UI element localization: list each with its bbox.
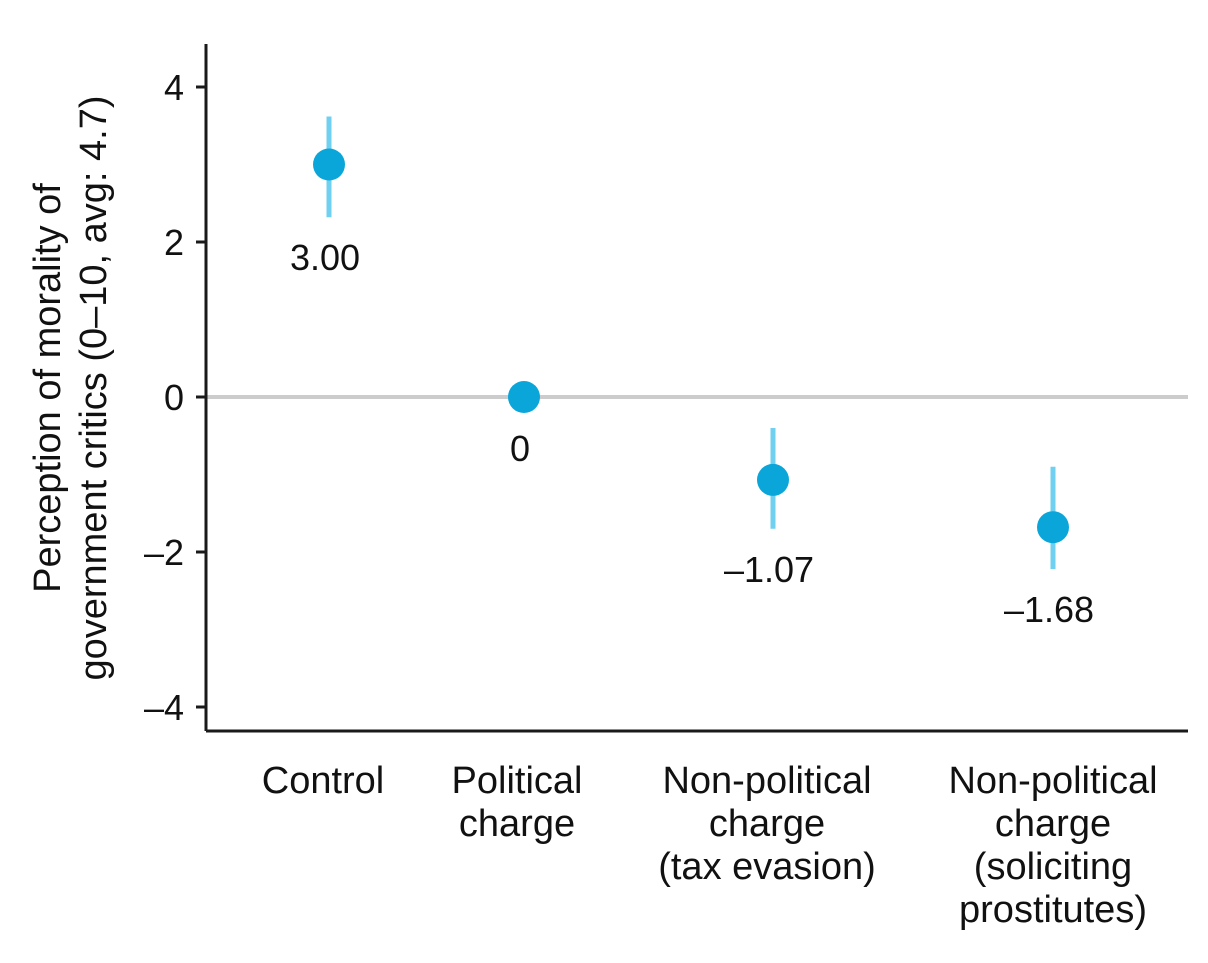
y-axis-title: Perception of morality of government crit… xyxy=(27,95,115,680)
y-tick-label: 4 xyxy=(164,67,184,108)
data-label: 0 xyxy=(510,428,530,469)
x-category-label-line: (tax evasion) xyxy=(658,846,876,888)
y-axis-title-line: government critics (0–10, avg: 4.7) xyxy=(73,95,115,680)
data-label: –1.68 xyxy=(1004,589,1094,630)
x-category-label: Non-political charge (soliciting prostitute… xyxy=(948,760,1157,931)
x-category-label-line: Control xyxy=(262,760,385,802)
x-category-label-line: charge xyxy=(995,803,1111,845)
data-point xyxy=(508,381,540,413)
data-point xyxy=(313,148,345,181)
x-category-label-line: Non-political xyxy=(948,760,1157,802)
x-category-label-line: prostitutes) xyxy=(959,889,1147,931)
y-tick-label: 2 xyxy=(164,222,184,263)
data-point xyxy=(757,463,789,496)
x-category-label-line: charge xyxy=(459,803,575,845)
x-category-label: Non-political charge (tax evasion) xyxy=(658,760,876,888)
data-label: 3.00 xyxy=(290,237,360,278)
y-axis-title-line: Perception of morality of xyxy=(27,183,69,593)
y-tick-label: –4 xyxy=(144,687,184,728)
x-category-label-line: charge xyxy=(709,803,825,845)
x-category-label: Political charge xyxy=(452,760,583,845)
x-category-label-line: Non-political xyxy=(662,760,871,802)
x-category-label-line: (soliciting xyxy=(974,846,1132,888)
x-category-label: Control xyxy=(262,760,385,802)
y-tick-label: 0 xyxy=(164,377,184,418)
x-category-label-line: Political xyxy=(452,760,583,802)
data-label: –1.07 xyxy=(724,549,814,590)
y-tick-label: –2 xyxy=(144,532,184,573)
data-point xyxy=(1037,511,1069,544)
